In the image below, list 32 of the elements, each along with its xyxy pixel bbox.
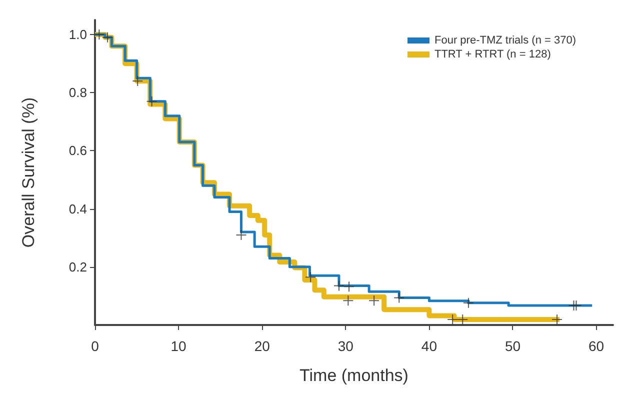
point [334,280,344,291]
x-tick-label: 30 [338,338,354,354]
legend-label: Four pre-TMZ trials (n = 370) [434,34,576,46]
y-tick-label: 0.6 [68,143,87,158]
point [343,296,354,306]
x-tick-label: 20 [254,338,270,354]
point [394,292,404,303]
point [102,32,113,42]
point [344,282,354,292]
point [448,314,458,324]
point [306,272,316,282]
x-tick-label: 40 [421,338,438,354]
point [132,76,143,86]
x-tick-label: 0 [91,338,100,354]
y-tick-label: 0.8 [68,85,87,100]
point [369,296,380,306]
point [571,300,582,311]
x-axis-title: Time (months) [300,366,408,385]
point [236,230,246,240]
x-tick-label: 60 [588,338,604,354]
point [94,30,104,40]
point [552,314,562,324]
y-tick-label: 1.0 [68,27,87,42]
y-tick-label: 0.4 [68,201,87,216]
y-tick-label: 0.2 [68,259,87,274]
point [458,314,468,324]
point [146,96,157,106]
point [463,298,474,308]
y-axis-title: Overall Survival (%) [19,97,38,248]
x-tick-label: 10 [170,338,187,354]
x-tick-label: 50 [504,338,521,354]
legend-label: TTRT + RTRT (n = 128) [434,48,551,60]
